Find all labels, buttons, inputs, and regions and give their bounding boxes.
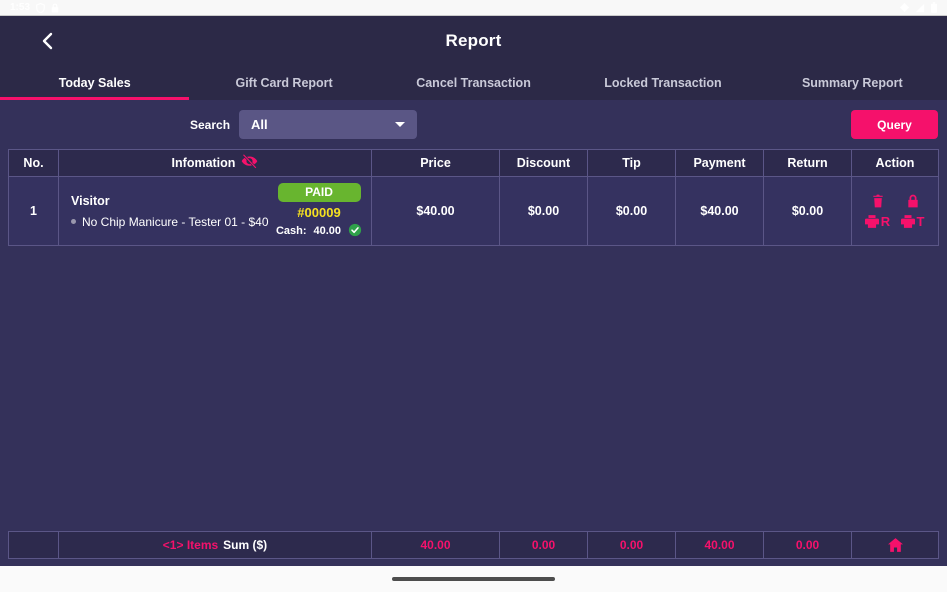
sum-return: 0.00 (764, 532, 852, 558)
tab-today-sales[interactable]: Today Sales (0, 65, 190, 100)
tab-locked-transaction[interactable]: Locked Transaction (568, 65, 757, 100)
home-icon (887, 538, 903, 552)
dropdown-selected-value: All (251, 117, 268, 132)
col-tip: Tip (588, 150, 676, 176)
col-no: No. (9, 150, 59, 176)
tab-label: Locked Transaction (604, 75, 722, 90)
sum-price: 40.00 (372, 532, 500, 558)
search-row: Search All Query (0, 100, 947, 148)
print-ticket-button[interactable]: T (900, 214, 925, 229)
clock: 1:53 (10, 2, 31, 13)
customer-name: Visitor (71, 193, 110, 208)
return-value: $0.00 (764, 177, 852, 245)
col-payment: Payment (676, 150, 764, 176)
cash-line: Cash: 40.00 (276, 223, 362, 240)
page-title: Report (445, 30, 502, 50)
col-discount: Discount (500, 150, 588, 176)
sum-payment: 40.00 (676, 532, 764, 558)
cash-label: Cash: (275, 225, 307, 237)
eye-off-icon[interactable] (241, 153, 258, 172)
home-button[interactable] (887, 538, 903, 552)
lock-status-icon (51, 3, 59, 13)
service-line: No Chip Manicure - Tester 01 - $40 (82, 214, 269, 229)
vpn-icon (900, 3, 909, 12)
status-bar: 1:53 (0, 0, 947, 16)
row-number: 1 (9, 177, 59, 245)
sum-label: Sum ($) (223, 538, 268, 552)
print-ticket-label: T (916, 214, 925, 229)
chevron-down-icon (395, 122, 406, 127)
table-header-row: No. Infomation Price Discount Tip Paymen… (8, 149, 939, 177)
chevron-left-icon (40, 32, 56, 53)
col-price: Price (372, 150, 500, 176)
row-infomation-cell: Visitor No Chip Manicure - Tester 01 - $… (59, 177, 372, 245)
sum-label-cell: <1> Items Sum ($) (59, 532, 372, 558)
gesture-handle[interactable] (392, 577, 555, 581)
col-infomation: Infomation (59, 150, 372, 176)
sum-tip: 0.00 (588, 532, 676, 558)
bullet-dot (71, 219, 76, 224)
status-badge: PAID (277, 182, 361, 202)
items-count: <1> Items (162, 538, 219, 552)
price-value: $40.00 (372, 177, 500, 245)
navigation-bar (0, 566, 947, 592)
sales-table: No. Infomation Price Discount Tip Paymen… (8, 149, 939, 559)
tab-summary-report[interactable]: Summary Report (758, 65, 947, 100)
printer-icon (864, 215, 879, 228)
sum-action-cell (852, 532, 938, 558)
lock-button[interactable] (907, 194, 919, 208)
search-filter-dropdown[interactable]: All (239, 110, 418, 139)
ticket-number: #00009 (297, 204, 341, 220)
col-action: Action (875, 156, 915, 170)
sum-no-cell (9, 532, 59, 558)
col-infomation-label: Infomation (171, 156, 236, 170)
cash-amount: 40.00 (313, 225, 342, 237)
tab-label: Cancel Transaction (416, 75, 531, 90)
table-sum-row: <1> Items Sum ($) 40.00 0.00 0.00 40.00 … (8, 531, 939, 559)
sum-discount: 0.00 (500, 532, 588, 558)
battery-icon (931, 2, 937, 13)
delete-button[interactable] (872, 194, 884, 208)
trash-icon (872, 194, 884, 208)
tip-value: $0.00 (588, 177, 676, 245)
action-cell: R T (852, 177, 938, 245)
lock-icon (907, 194, 919, 208)
payment-value: $40.00 (676, 177, 764, 245)
discount-value: $0.00 (500, 177, 588, 245)
col-return: Return (764, 150, 852, 176)
tab-label: Gift Card Report (235, 75, 333, 90)
report-body: Search All Query No. Infomation Price (0, 100, 947, 566)
tab-cancel-transaction[interactable]: Cancel Transaction (379, 65, 568, 100)
sale-row[interactable]: 1 Visitor No Chip Manicure - Tester 01 -… (8, 177, 939, 246)
status-left: 1:53 (10, 2, 59, 13)
app-bar: Report (0, 16, 947, 65)
search-label: Search (190, 117, 231, 132)
tab-gift-card-report[interactable]: Gift Card Report (189, 65, 378, 100)
tab-label: Today Sales (58, 75, 131, 90)
tab-bar: Today Sales Gift Card Report Cancel Tran… (0, 65, 947, 100)
tab-label: Summary Report (801, 75, 903, 90)
signal-icon (915, 3, 925, 13)
back-button[interactable] (36, 28, 60, 54)
table-empty-area (8, 246, 939, 531)
print-receipt-button[interactable]: R (864, 214, 891, 229)
print-receipt-label: R (880, 214, 891, 229)
printer-icon (900, 215, 915, 228)
query-button[interactable]: Query (851, 110, 938, 139)
check-circle-icon (348, 223, 362, 240)
status-right (900, 2, 937, 13)
shield-icon (36, 2, 45, 13)
